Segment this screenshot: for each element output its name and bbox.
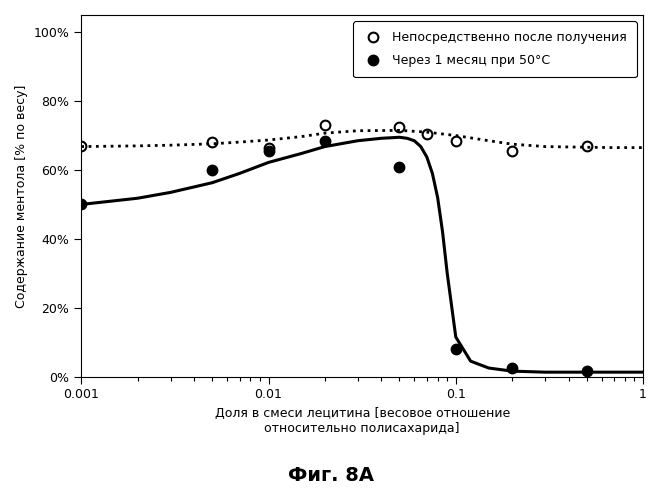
Text: Фиг. 8А: Фиг. 8А: [288, 466, 374, 485]
Y-axis label: Содержание ментола [% по весу]: Содержание ментола [% по весу]: [15, 84, 28, 308]
X-axis label: Доля в смеси лецитина [весовое отношение
относительно полисахарида]: Доля в смеси лецитина [весовое отношение…: [214, 407, 510, 435]
Legend: Непосредственно после получения, Через 1 месяц при 50°C: Непосредственно после получения, Через 1…: [354, 21, 637, 77]
